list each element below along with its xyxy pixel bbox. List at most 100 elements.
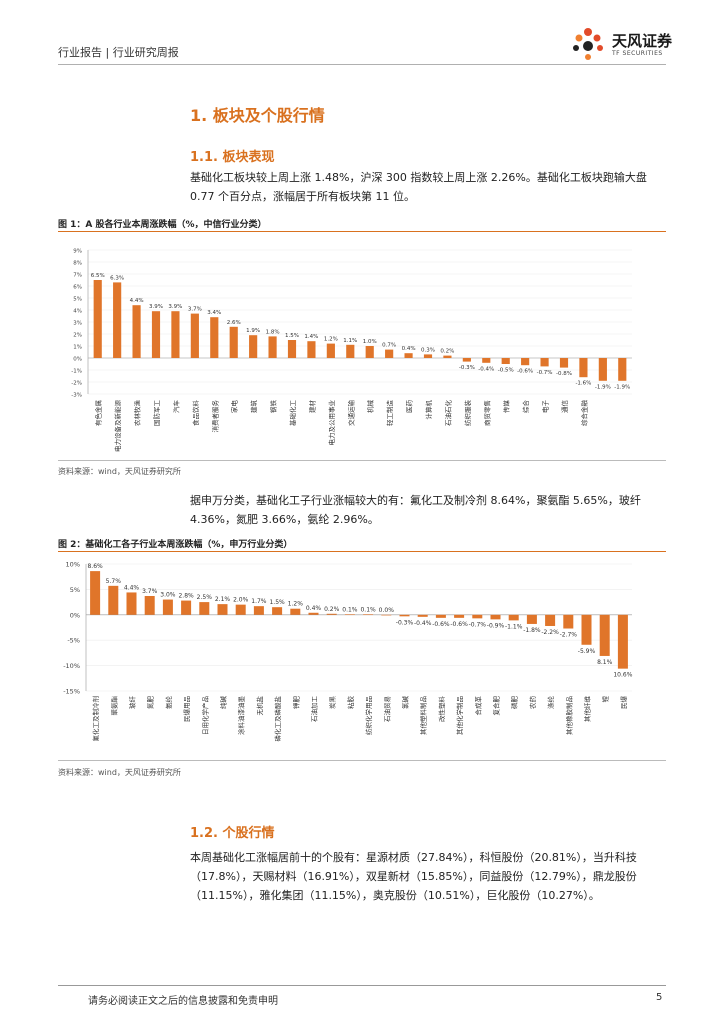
category-label: 纯碱 [219, 696, 228, 710]
bar [190, 313, 199, 358]
data-label: 2.5% [197, 594, 213, 601]
data-label: 2.8% [178, 593, 194, 600]
category-label: 涤纶 [546, 696, 555, 710]
data-label: -0.4% [478, 366, 494, 372]
data-label: 1.9% [246, 328, 260, 334]
data-label: 0.4% [402, 346, 416, 352]
y-tick-label: 2% [73, 333, 82, 339]
category-label: 纺织服装 [463, 400, 472, 427]
data-label: 1.4% [304, 334, 318, 340]
category-label: 综合 [521, 400, 530, 414]
bar [268, 336, 277, 358]
data-label: 10.6% [613, 672, 632, 679]
bar [287, 340, 297, 358]
data-label: -0.7% [537, 370, 553, 376]
y-tick-label: -3% [71, 393, 82, 399]
bar [93, 280, 102, 358]
category-label: 石油贸易 [382, 696, 391, 722]
bar [618, 358, 627, 381]
data-label: 3.7% [142, 588, 158, 595]
category-label: 民爆 [619, 696, 628, 710]
data-label: -0.3% [459, 365, 475, 371]
data-label: 3.4% [207, 310, 221, 316]
bar [598, 358, 607, 381]
bar [472, 614, 483, 619]
data-label: -0.3% [396, 619, 414, 626]
category-label: 轻工制造 [385, 400, 394, 427]
bar [559, 358, 569, 368]
category-label: 炭黑 [329, 696, 337, 710]
figure-2-source: 资料来源：wind，天风证券研究所 [58, 768, 181, 777]
category-label: 其他塑料制品 [419, 696, 428, 735]
bar [423, 354, 433, 358]
chemical-subindustry-chart: -15% -10% -5% 0% 5% 10% 8.6% 氟化工及制冷剂 5.7% 聚氨酯 4.4%… [63, 561, 633, 742]
bar [365, 346, 374, 358]
section-1-1-title: 1.1. 板块表现 [190, 150, 275, 165]
data-label: 3.9% [149, 304, 163, 310]
tf-logo-icon [573, 28, 603, 60]
data-label: 1.2% [288, 601, 304, 608]
category-label: 农林牧渔 [133, 400, 142, 427]
bar [599, 614, 610, 656]
bar [90, 571, 101, 615]
bar [482, 358, 491, 363]
figure-1-top-rule [58, 231, 666, 232]
data-label: -0.6% [450, 621, 468, 628]
subindustry-paragraph: 据申万分类，基础化工子行业涨幅较大的有：氟化工及制冷剂 8.64%，聚氨酯 5.… [190, 494, 641, 526]
data-label: 1.2% [324, 337, 338, 343]
data-label: 3.9% [168, 304, 182, 310]
category-label: 纺织化学用品 [364, 696, 373, 735]
bar [199, 602, 210, 615]
y-tick-label: -2% [71, 381, 82, 387]
bar [290, 608, 301, 615]
page-number: 5 [656, 992, 663, 1003]
y-tick-label: 9% [73, 249, 82, 255]
sector-performance-paragraph: 基础化工板块较上周上涨 1.48%，沪深 300 指数较上周上涨 2.26%。基… [190, 171, 647, 203]
figure-2-top-rule [58, 551, 666, 552]
category-label: 电力及公用事业 [327, 400, 336, 446]
logo-text-en: TF SECURITIES [612, 50, 663, 57]
y-tick-label: 1% [73, 345, 82, 351]
category-label: 日用化学产品 [200, 696, 209, 735]
bar [579, 358, 588, 378]
category-label: 其他化学制品 [455, 696, 464, 735]
bar [417, 614, 428, 617]
category-label: 传媒 [502, 400, 511, 414]
data-label: 2.6% [227, 320, 241, 326]
category-label: 电力设备及新能源 [113, 400, 122, 453]
bar [385, 349, 394, 358]
y-tick-label: 5% [70, 586, 80, 594]
category-label: 锂 [601, 696, 610, 703]
data-label: 1.7% [251, 598, 267, 605]
bar [540, 358, 549, 367]
y-tick-label: 8% [73, 261, 82, 267]
bar [108, 585, 119, 615]
data-label: 0.1% [360, 606, 376, 613]
category-label: 计算机 [424, 400, 433, 420]
industry-weekly-change-chart: -3% -2% -1% 0% 1% 2% 3% 4% 5% 6% 7% 8% 9% 6.5% 有色金属 6.3… [71, 249, 632, 453]
top-stocks-paragraph: 本周基础化工涨幅居前十的个股有：星源材质（27.84%），科恒股份（20.81%… [190, 851, 637, 902]
bar [344, 614, 355, 615]
data-label: 0.4% [306, 605, 322, 612]
category-label: 建材 [307, 400, 316, 414]
y-tick-label: 10% [66, 561, 80, 569]
data-label: -0.9% [487, 622, 505, 629]
category-label: 复合肥 [492, 696, 501, 716]
category-label: 民爆用品 [182, 696, 191, 722]
data-label: -0.7% [469, 621, 487, 628]
bar [132, 305, 141, 358]
figure-2-bottom-rule [58, 760, 666, 761]
category-label: 氟化工及制冷剂 [91, 696, 100, 742]
category-label: 合成革 [473, 696, 482, 716]
category-label: 钾肥 [291, 696, 300, 710]
data-label: 8.6% [87, 563, 103, 570]
bar [521, 358, 530, 366]
data-label: 0.7% [382, 343, 396, 349]
figure-1-title: 图 1：A 股各行业本周涨跌幅（%，中信行业分类） [58, 220, 267, 230]
footer-divider [58, 985, 666, 986]
data-label: -0.4% [414, 620, 432, 627]
bar [490, 614, 501, 620]
data-label: 6.5% [91, 273, 105, 279]
y-tick-label: -10% [63, 662, 80, 670]
data-label: 3.7% [188, 307, 202, 313]
